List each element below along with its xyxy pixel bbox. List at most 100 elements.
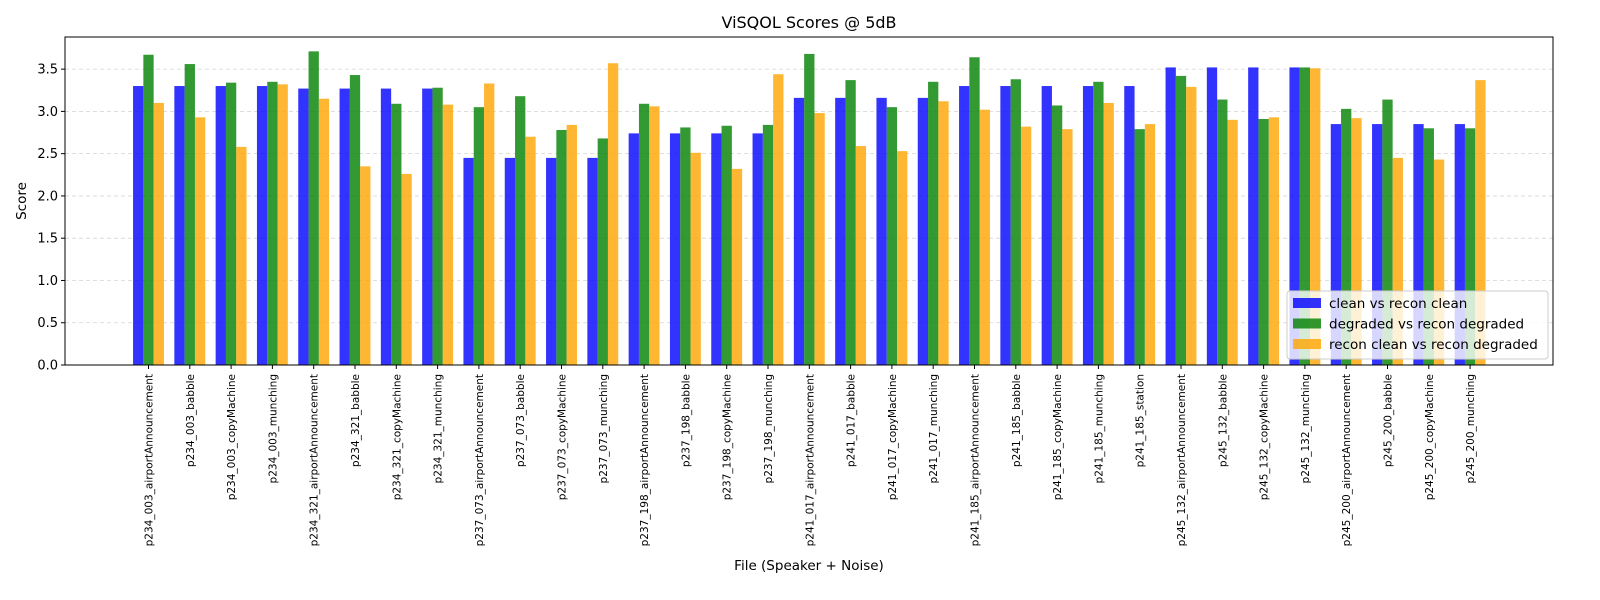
bar-degraded-vs-recon-degraded <box>1175 75 1187 365</box>
bar-clean-vs-recon-clean <box>1041 86 1052 365</box>
bar-degraded-vs-recon-degraded <box>638 103 650 365</box>
x-tick-label: p241_185_copyMachine <box>1052 374 1064 500</box>
x-axis: p234_003_airportAnnouncement p234_003_bab… <box>144 365 1477 546</box>
bar-recon-clean-vs-recon-degraded <box>525 136 536 365</box>
bar-recon-clean-vs-recon-degraded <box>194 117 206 365</box>
bars-group <box>133 51 1486 366</box>
bar-degraded-vs-recon-degraded <box>143 54 154 365</box>
bar-clean-vs-recon-clean <box>793 97 805 366</box>
x-tick-label: p234_003_airportAnnouncement <box>144 374 156 546</box>
bar-degraded-vs-recon-degraded <box>515 96 526 366</box>
legend-swatch <box>1293 318 1321 329</box>
x-tick-label: p237_198_munching <box>763 374 775 483</box>
legend-label: recon clean vs recon degraded <box>1329 337 1538 353</box>
bar-recon-clean-vs-recon-degraded <box>1392 157 1403 365</box>
bar-clean-vs-recon-clean <box>298 88 309 365</box>
bar-clean-vs-recon-clean <box>669 133 681 365</box>
bar-degraded-vs-recon-degraded <box>1217 99 1228 365</box>
bar-degraded-vs-recon-degraded <box>556 129 567 365</box>
bar-recon-clean-vs-recon-degraded <box>1144 124 1156 365</box>
y-tick-label: 3.0 <box>37 105 58 120</box>
bar-recon-clean-vs-recon-degraded <box>731 168 743 365</box>
bar-clean-vs-recon-clean <box>1248 67 1259 366</box>
bar-clean-vs-recon-clean <box>339 88 350 365</box>
bar-degraded-vs-recon-degraded <box>349 75 361 365</box>
bar-degraded-vs-recon-degraded <box>308 51 319 366</box>
bar-clean-vs-recon-clean <box>1413 124 1424 365</box>
bar-clean-vs-recon-clean <box>422 88 433 365</box>
x-tick-label: p234_003_babble <box>185 374 197 467</box>
bar-clean-vs-recon-clean <box>380 88 392 365</box>
legend: clean vs recon clean degraded vs recon de… <box>1286 290 1549 360</box>
bar-clean-vs-recon-clean <box>256 86 268 365</box>
legend-box <box>1286 290 1549 360</box>
x-tick-label: p234_003_munching <box>267 374 279 483</box>
bar-clean-vs-recon-clean <box>463 157 474 365</box>
bar-clean-vs-recon-clean <box>711 133 722 365</box>
bar-clean-vs-recon-clean <box>1082 86 1094 365</box>
legend-swatch <box>1293 298 1321 308</box>
bar-recon-clean-vs-recon-degraded <box>773 74 784 365</box>
bar-recon-clean-vs-recon-degraded <box>1227 119 1238 365</box>
x-tick-label: p245_200_babble <box>1383 374 1395 467</box>
y-axis: 0.0 0.5 1.0 1.5 2.0 2.5 3.0 3.5 <box>37 63 65 374</box>
bar-clean-vs-recon-clean <box>628 133 639 365</box>
x-tick-label: p234_003_copyMachine <box>226 374 238 500</box>
bar-degraded-vs-recon-degraded <box>1464 128 1476 365</box>
bar-recon-clean-vs-recon-degraded <box>855 146 867 365</box>
bar-clean-vs-recon-clean <box>174 86 185 365</box>
x-tick-label: p241_017_airportAnnouncement <box>804 374 816 546</box>
bar-recon-clean-vs-recon-degraded <box>566 124 577 365</box>
bar-clean-vs-recon-clean <box>1206 67 1218 366</box>
bar-degraded-vs-recon-degraded <box>184 64 195 366</box>
x-tick-label: p241_185_munching <box>1093 374 1105 483</box>
bar-degraded-vs-recon-degraded <box>1299 67 1311 366</box>
bar-recon-clean-vs-recon-degraded <box>814 113 825 365</box>
bar-recon-clean-vs-recon-degraded <box>897 151 908 365</box>
bar-clean-vs-recon-clean <box>959 86 970 365</box>
x-tick-label: p234_321_airportAnnouncement <box>309 374 321 546</box>
bar-recon-clean-vs-recon-degraded <box>318 98 330 366</box>
legend-label: degraded vs recon degraded <box>1329 317 1524 333</box>
bar-degraded-vs-recon-degraded <box>928 81 939 366</box>
bar-degraded-vs-recon-degraded <box>432 87 443 365</box>
bar-clean-vs-recon-clean <box>546 157 557 365</box>
bar-degraded-vs-recon-degraded <box>886 107 898 365</box>
bar-recon-clean-vs-recon-degraded <box>360 166 371 365</box>
bar-recon-clean-vs-recon-degraded <box>1433 159 1445 365</box>
x-tick-label: p237_198_copyMachine <box>722 374 734 500</box>
bar-recon-clean-vs-recon-degraded <box>649 106 660 365</box>
bar-clean-vs-recon-clean <box>876 97 887 366</box>
bar-recon-clean-vs-recon-degraded <box>1062 129 1073 365</box>
bar-clean-vs-recon-clean <box>133 86 144 365</box>
bar-recon-clean-vs-recon-degraded <box>1268 117 1280 365</box>
bar-clean-vs-recon-clean <box>1330 124 1342 365</box>
x-tick-label: p237_073_copyMachine <box>557 374 569 500</box>
bar-recon-clean-vs-recon-degraded <box>979 109 990 365</box>
x-tick-label: p245_132_copyMachine <box>1259 374 1271 500</box>
bar-clean-vs-recon-clean <box>587 157 598 365</box>
chart-title: ViSQOL Scores @ 5dB <box>721 13 896 32</box>
bar-degraded-vs-recon-degraded <box>597 138 608 365</box>
x-tick-label: p241_017_babble <box>846 374 858 467</box>
bar-recon-clean-vs-recon-degraded <box>1310 68 1321 365</box>
bar-degraded-vs-recon-degraded <box>473 107 485 365</box>
x-tick-label: p241_017_copyMachine <box>887 374 899 500</box>
y-tick-label: 1.5 <box>37 232 58 247</box>
bar-clean-vs-recon-clean <box>752 133 763 365</box>
bar-degraded-vs-recon-degraded <box>391 103 402 365</box>
bar-degraded-vs-recon-degraded <box>721 125 732 365</box>
bar-degraded-vs-recon-degraded <box>845 80 856 366</box>
x-tick-label: p234_321_copyMachine <box>391 374 403 500</box>
bar-recon-clean-vs-recon-degraded <box>442 104 454 365</box>
bar-recon-clean-vs-recon-degraded <box>236 146 247 365</box>
bar-clean-vs-recon-clean <box>1454 124 1465 365</box>
bar-clean-vs-recon-clean <box>1165 67 1176 366</box>
bar-recon-clean-vs-recon-degraded <box>277 84 288 365</box>
bar-recon-clean-vs-recon-degraded <box>690 152 701 365</box>
x-tick-label: p241_017_munching <box>928 374 940 483</box>
bar-degraded-vs-recon-degraded <box>680 127 691 365</box>
bar-clean-vs-recon-clean <box>917 97 929 366</box>
bar-clean-vs-recon-clean <box>1124 86 1135 365</box>
